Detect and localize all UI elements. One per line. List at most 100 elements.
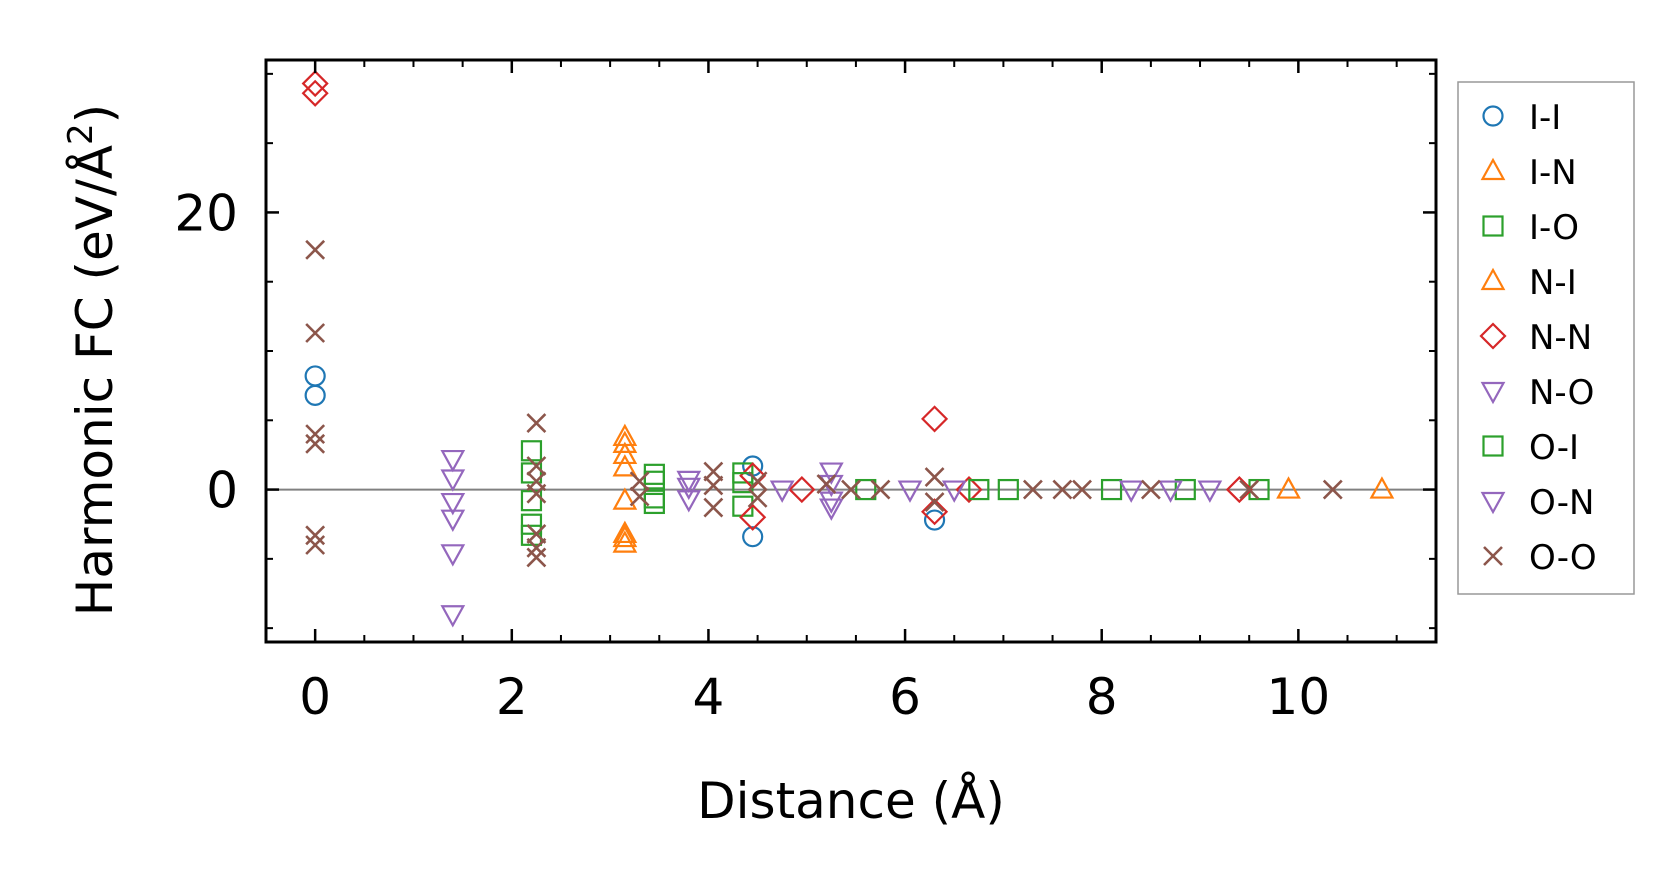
data-point-o-n [941, 480, 967, 503]
x-tick-label: 6 [889, 668, 921, 726]
axis-ticks-layer: 0 2 4 6 8 10 0 20 [174, 60, 1436, 726]
data-point-n-o [440, 469, 466, 492]
data-point-o-o [1322, 479, 1343, 500]
data-point-n-n [788, 476, 816, 504]
data-point-n-o [440, 492, 466, 516]
legend-item: O-I [1482, 428, 1579, 468]
data-point-i-n [1369, 476, 1395, 499]
legend-label: N-N [1529, 318, 1592, 358]
data-point-i-n [1276, 476, 1301, 499]
data-point-o-o [816, 474, 837, 494]
data-point-n-n [301, 79, 329, 107]
x-tick-label: 10 [1267, 668, 1331, 726]
data-point-i-o [520, 490, 543, 512]
legend: I-I I-N I-O N-I N-N N-O O-I O-N O-O [1457, 81, 1635, 595]
data-point-o-o [305, 433, 326, 454]
legend-marker-o-i [1482, 435, 1504, 457]
data-point-o-n [676, 477, 702, 501]
data-point-o-i [643, 470, 665, 492]
data-point-o-o [1052, 479, 1073, 500]
data-point-i-i [742, 526, 764, 548]
data-point-n-o [1118, 480, 1144, 503]
data-points-layer [301, 70, 1395, 628]
legend-marker-o-o [1483, 546, 1503, 566]
data-point-n-o [818, 462, 844, 485]
data-point-o-o [924, 467, 945, 488]
legend-item: N-N [1479, 318, 1592, 358]
data-point-n-n [739, 503, 767, 531]
data-point-o-o [1140, 479, 1161, 500]
data-point-o-o [526, 483, 547, 504]
series-i-n [612, 423, 1395, 553]
data-point-o-o [305, 525, 326, 546]
data-point-n-o [440, 449, 466, 473]
data-point-n-n [921, 498, 949, 526]
data-point-o-o [841, 479, 861, 500]
x-axis-label: Distance (Å) [697, 772, 1005, 830]
legend-label: I-N [1529, 153, 1577, 193]
series-o-o [305, 239, 1343, 568]
data-point-o-o [305, 424, 326, 445]
data-point-o-o [526, 523, 547, 544]
x-tick-label: 0 [299, 668, 331, 726]
data-point-n-n [1225, 476, 1253, 504]
data-point-o-i [968, 478, 990, 501]
legend-marker-n-n [1479, 322, 1507, 350]
series-o-i [643, 470, 990, 515]
data-point-o-o [870, 479, 891, 500]
legend-marker-i-n [1480, 157, 1506, 181]
data-point-n-o [769, 480, 795, 503]
data-point-o-o [526, 456, 547, 476]
data-point-o-o [747, 487, 768, 508]
series-i-o [520, 440, 1270, 546]
legend-marker-i-i [1482, 105, 1504, 127]
legend-label: I-O [1529, 208, 1579, 248]
legend-item: N-I [1480, 263, 1577, 303]
data-point-i-i [304, 365, 326, 387]
legend-marker-o-n [1480, 491, 1506, 515]
data-point-o-o [924, 492, 945, 512]
data-point-o-o [526, 537, 547, 558]
legend-marker-i-o [1482, 215, 1504, 237]
data-point-o-o [526, 547, 547, 568]
data-point-n-o [676, 470, 702, 494]
data-point-o-o [305, 323, 326, 343]
data-point-i-n [612, 520, 638, 544]
legend-label: O-N [1529, 483, 1594, 523]
data-point-o-o [305, 535, 326, 555]
data-point-n-n [921, 405, 949, 433]
data-point-n-i [612, 524, 638, 548]
data-point-o-o [629, 486, 650, 507]
data-point-n-i [612, 430, 638, 453]
data-point-n-o [440, 544, 466, 567]
data-point-n-n [301, 70, 329, 98]
data-point-o-o [703, 475, 724, 496]
legend-label: I-I [1529, 98, 1561, 138]
legend-label: O-I [1529, 428, 1579, 468]
legend-item: O-N [1480, 483, 1594, 523]
data-point-o-o [1022, 479, 1043, 500]
data-point-i-n [612, 441, 638, 465]
data-point-o-o [1072, 479, 1092, 500]
data-point-n-n [955, 476, 983, 504]
legend-marker-n-o [1480, 381, 1506, 405]
data-point-i-o [520, 513, 543, 535]
data-point-i-o [520, 440, 543, 462]
x-tick-label: 2 [496, 668, 528, 726]
data-point-n-o [676, 490, 702, 513]
data-point-n-o [440, 605, 466, 628]
data-point-i-n [612, 487, 638, 510]
x-tick-label: 8 [1086, 668, 1118, 726]
legend-item: I-N [1480, 153, 1577, 193]
data-point-n-i [612, 454, 638, 477]
data-point-o-n [1158, 480, 1183, 503]
data-point-o-o [747, 471, 768, 492]
data-point-i-o [520, 462, 543, 484]
series-n-n [301, 70, 1253, 531]
data-point-i-o [520, 524, 543, 546]
y-tick-label: 0 [206, 462, 238, 520]
x-tick-label: 4 [693, 668, 725, 726]
data-point-o-o [526, 413, 547, 433]
data-point-n-o [818, 498, 844, 521]
